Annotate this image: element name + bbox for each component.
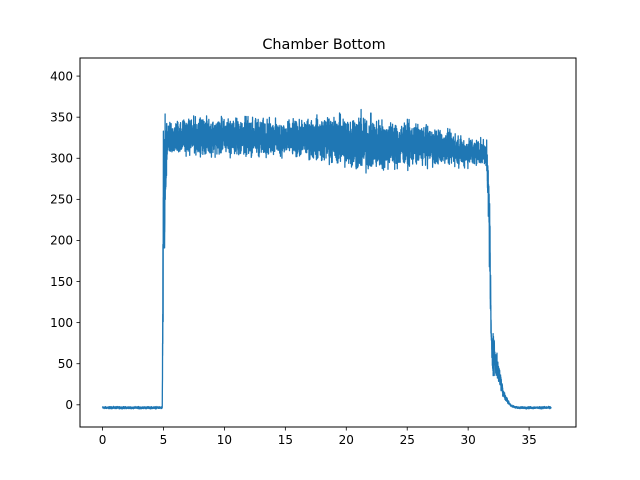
- y-axis: 0 50 100 150 200 250 300 350 400: [50, 69, 80, 412]
- y-tick-label: 150: [50, 275, 73, 289]
- y-tick-label: 300: [50, 152, 73, 166]
- y-tick-label: 250: [50, 193, 73, 207]
- y-tick-label: 0: [65, 398, 73, 412]
- x-tick-label: 15: [278, 433, 293, 447]
- x-tick-label: 35: [521, 433, 536, 447]
- x-tick-label: 0: [99, 433, 107, 447]
- y-tick-label: 350: [50, 110, 73, 124]
- series-line: [101, 108, 552, 410]
- axes-frame: [79, 57, 577, 428]
- y-tick-label: 200: [50, 234, 73, 248]
- x-tick-label: 10: [217, 433, 232, 447]
- x-tick-label: 25: [400, 433, 415, 447]
- y-tick-label: 100: [50, 316, 73, 330]
- y-tick-label: 50: [58, 357, 73, 371]
- x-tick-label: 5: [160, 433, 168, 447]
- x-axis: 0 5 10 15 20 25 30 35: [99, 427, 537, 447]
- x-tick-label: 20: [339, 433, 354, 447]
- plot-area: [101, 108, 552, 410]
- x-tick-label: 30: [461, 433, 476, 447]
- y-tick-label: 400: [50, 69, 73, 83]
- chart-title: Chamber Bottom: [262, 37, 385, 53]
